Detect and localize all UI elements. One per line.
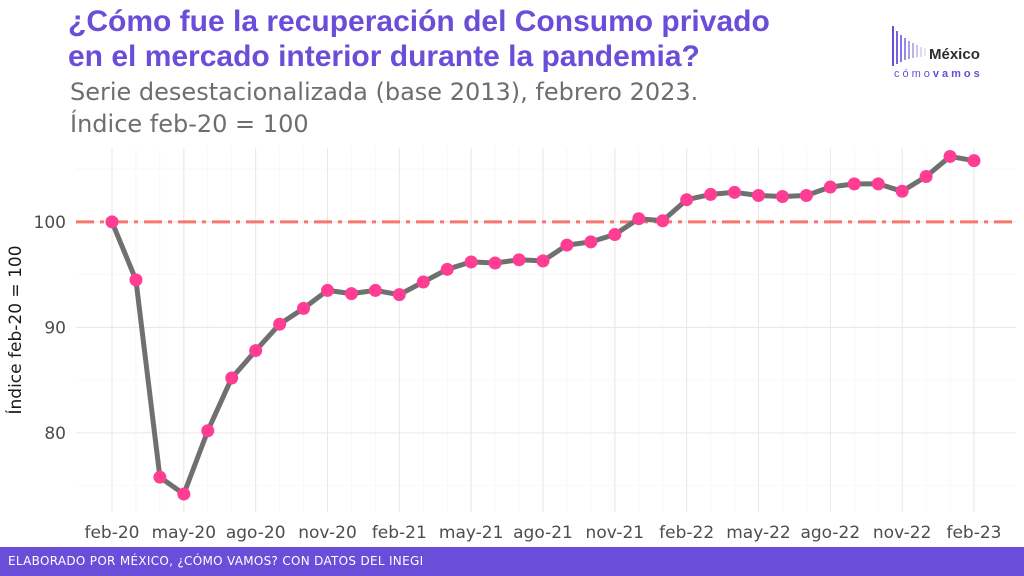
data-point: [608, 228, 622, 242]
logo-tagline-light: cómo: [894, 68, 933, 80]
data-point: [129, 273, 143, 287]
x-tick-label: feb-20: [84, 523, 139, 543]
subtitle-line-2: Índice feb-20 = 100: [70, 110, 309, 138]
x-tick-label: nov-21: [586, 523, 645, 543]
data-point: [249, 344, 263, 358]
data-point: [273, 317, 287, 331]
x-tick-label: ago-22: [800, 523, 860, 543]
y-tick-label: 90: [44, 318, 66, 338]
y-tick-label: 80: [44, 424, 66, 444]
data-point: [704, 187, 718, 201]
data-point: [560, 238, 574, 252]
data-point: [225, 371, 239, 385]
chart-title: ¿Cómo fue la recuperación del Consumo pr…: [68, 4, 868, 74]
data-point: [728, 185, 742, 199]
mexico-como-vamos-logo: México cómovamos: [890, 22, 1015, 82]
data-point: [799, 188, 813, 202]
data-point: [656, 214, 670, 228]
y-axis-label: Índice feb-20 = 100: [4, 245, 26, 414]
data-point: [201, 424, 215, 438]
x-tick-label: feb-22: [659, 523, 714, 543]
x-tick-label: ago-21: [513, 523, 573, 543]
data-point: [943, 149, 957, 163]
logo-bars-icon: [892, 26, 926, 66]
data-point: [464, 255, 478, 269]
data-point: [632, 212, 646, 226]
chart-subtitle: Serie desestacionalizada (base 2013), fe…: [70, 76, 698, 140]
data-point: [297, 301, 311, 315]
logo-name: México: [929, 46, 980, 63]
x-tick-label: nov-20: [298, 523, 357, 543]
title-line-2: en el mercado interior durante la pandem…: [68, 40, 700, 73]
data-point: [536, 254, 550, 268]
data-point: [416, 275, 430, 289]
line-chart: 80 90 100 feb-20 may-20 ago-20 nov-20 feb-21 may…: [4, 148, 1016, 543]
axis-labels: 80 90 100 feb-20 may-20 ago-20 nov-20 feb-21 may…: [4, 213, 1002, 543]
subtitle-line-1: Serie desestacionalizada (base 2013), fe…: [70, 78, 699, 106]
data-point: [752, 188, 765, 202]
data-point: [967, 154, 981, 168]
data-points: [105, 149, 981, 501]
data-point: [512, 253, 526, 267]
x-tick-label: may-21: [439, 523, 504, 543]
data-point: [368, 283, 382, 297]
footer-source: ELABORADO POR MÉXICO, ¿CÓMO VAMOS? CON D…: [0, 547, 1024, 576]
x-tick-label: ago-20: [226, 523, 286, 543]
data-point: [177, 487, 191, 501]
logo-tagline: cómovamos: [894, 68, 983, 80]
data-point: [823, 180, 837, 194]
y-tick-label: 100: [34, 213, 66, 233]
grid-lines: [76, 148, 1016, 512]
data-point: [775, 190, 789, 204]
x-tick-label: may-20: [152, 523, 217, 543]
data-point: [344, 287, 358, 301]
x-tick-label: feb-21: [372, 523, 427, 543]
data-point: [871, 177, 885, 191]
data-point: [919, 169, 933, 183]
data-point: [440, 262, 454, 276]
data-point: [321, 283, 334, 297]
data-point: [847, 177, 861, 191]
title-line-1: ¿Cómo fue la recuperación del Consumo pr…: [68, 5, 770, 38]
data-point: [895, 184, 909, 198]
data-point: [105, 215, 119, 229]
x-tick-label: may-22: [726, 523, 791, 543]
data-point: [680, 193, 694, 207]
data-point: [584, 235, 598, 249]
data-point: [153, 470, 167, 484]
data-point: [392, 288, 406, 302]
logo-tagline-bold: vamos: [932, 68, 983, 80]
data-point: [488, 256, 502, 270]
x-tick-label: feb-23: [946, 523, 1001, 543]
x-tick-label: nov-22: [873, 523, 932, 543]
